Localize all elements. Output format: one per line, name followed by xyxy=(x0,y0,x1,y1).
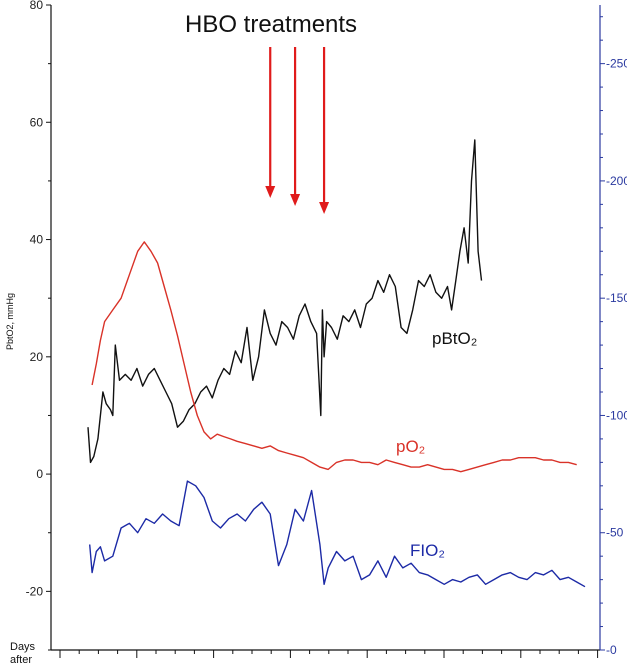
x-axis-label-line1: Days xyxy=(10,641,36,653)
hbo-arrow-head xyxy=(319,202,330,214)
axes: 80 60 40 20 0 -20 -250 -200 -150 -100 -50 -0 xyxy=(26,0,627,658)
po2-series-label: pO₂ xyxy=(396,437,425,456)
right-tick-label: -50 xyxy=(606,526,624,540)
y-axis-label: PbtO2, mmHg xyxy=(5,293,15,350)
left-tick-label: 0 xyxy=(36,467,43,481)
x-axis-label: Days after xyxy=(10,641,36,664)
left-tick-label: -20 xyxy=(26,584,44,598)
right-tick-label: -100 xyxy=(606,408,627,422)
series-group xyxy=(87,139,586,588)
hbo-arrow-head xyxy=(290,194,301,206)
left-tick-label: 40 xyxy=(30,233,44,247)
x-axis-label-line2: after xyxy=(10,654,32,664)
left-tick-label: 80 xyxy=(30,0,44,12)
pbto2-series-label: pBtO₂ xyxy=(432,329,477,348)
left-tick-label: 60 xyxy=(30,115,44,129)
series-line-2 xyxy=(89,480,586,588)
right-tick-label: -150 xyxy=(606,291,627,305)
right-tick-label: -200 xyxy=(606,174,627,188)
right-tick-label: -0 xyxy=(606,643,617,657)
fio2-series-label: FIO₂ xyxy=(410,541,445,560)
hbo-arrow-group xyxy=(265,47,330,214)
left-tick-label: 20 xyxy=(30,350,44,364)
series-line-0 xyxy=(87,139,483,464)
chart-title: HBO treatments xyxy=(185,11,357,38)
series-line-1 xyxy=(91,241,577,473)
hbo-arrow-head xyxy=(265,186,276,198)
right-tick-label: -250 xyxy=(606,57,627,71)
